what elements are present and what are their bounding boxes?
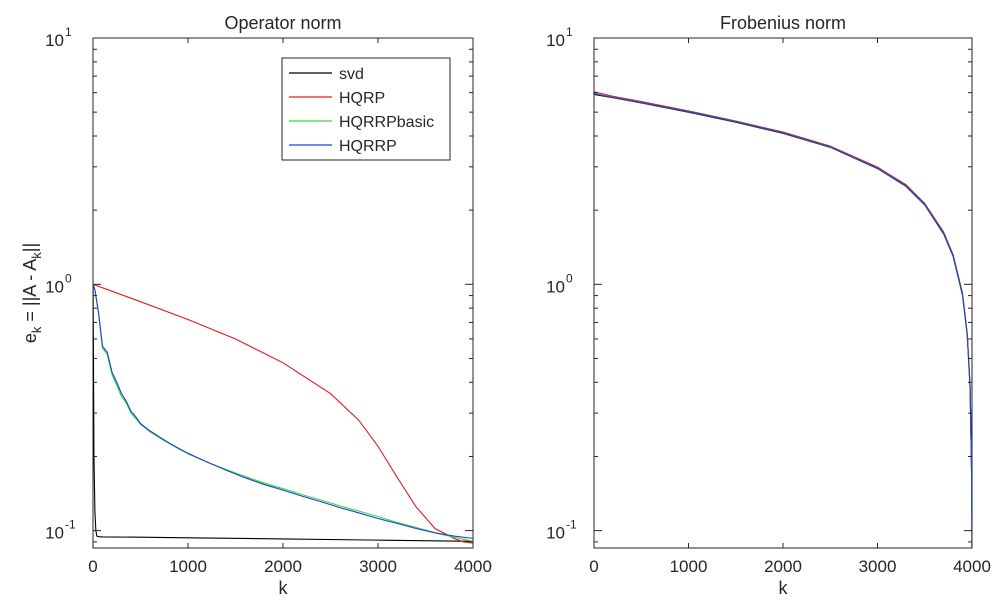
y-tick-label: 10 xyxy=(546,31,565,50)
y-tick-label: 10 xyxy=(45,277,64,296)
y-tick-base: 10 xyxy=(45,277,64,296)
y-tick-exponent: 1 xyxy=(566,25,573,39)
y-tick-base: 10 xyxy=(546,524,565,543)
y-axis-label-part: k xyxy=(29,252,44,259)
series-line-hqrrp xyxy=(93,284,473,539)
x-tick-label: 3000 xyxy=(859,557,897,576)
x-tick-label: 0 xyxy=(88,557,97,576)
legend-label: HQRRPbasic xyxy=(339,114,434,131)
y-tick-exponent: 1 xyxy=(65,25,72,39)
y-tick-exponent: 0 xyxy=(65,271,72,285)
y-tick-base: 10 xyxy=(45,31,64,50)
legend: svd HQRP HQRRPbasic HQRRP xyxy=(281,57,451,161)
legend-label: HQRRP xyxy=(339,138,397,155)
x-tick-label: 4000 xyxy=(454,557,492,576)
x-axis-label: k xyxy=(779,578,789,598)
x-tick-label: 0 xyxy=(589,557,598,576)
y-axis-label-part: = ||A - A xyxy=(20,259,40,327)
legend-box xyxy=(281,57,451,161)
legend-label: svd xyxy=(339,66,364,83)
legend-label: HQRP xyxy=(339,90,385,107)
y-tick-label: 10 xyxy=(45,524,64,543)
x-tick-label: 1000 xyxy=(169,557,207,576)
x-tick-label: 2000 xyxy=(264,557,302,576)
y-tick-exponent: -1 xyxy=(65,518,76,532)
y-axis-label: ek = ||A - Ak|| xyxy=(20,243,44,343)
axes-box xyxy=(593,37,973,549)
x-tick-label: 3000 xyxy=(359,557,397,576)
y-tick-base: 10 xyxy=(546,31,565,50)
x-axis-label: k xyxy=(279,578,289,598)
chart-title: Frobenius norm xyxy=(720,13,846,33)
y-tick-base: 10 xyxy=(546,277,565,296)
y-tick-label: 10 xyxy=(546,277,565,296)
series-line-hqrrp xyxy=(594,93,972,548)
y-tick-exponent: -1 xyxy=(566,518,577,532)
y-axis-label-part: k xyxy=(29,326,44,333)
y-axis-label-part: || xyxy=(20,243,40,252)
x-tick-label: 1000 xyxy=(670,557,708,576)
y-tick-base: 10 xyxy=(45,524,64,543)
x-tick-label: 4000 xyxy=(953,557,991,576)
y-tick-label: 10 xyxy=(546,524,565,543)
y-tick-label: 10 xyxy=(45,31,64,50)
y-axis-label-part: e xyxy=(20,333,40,343)
chart-title: Operator norm xyxy=(224,13,341,33)
x-tick-label: 2000 xyxy=(764,557,802,576)
y-tick-exponent: 0 xyxy=(566,271,573,285)
